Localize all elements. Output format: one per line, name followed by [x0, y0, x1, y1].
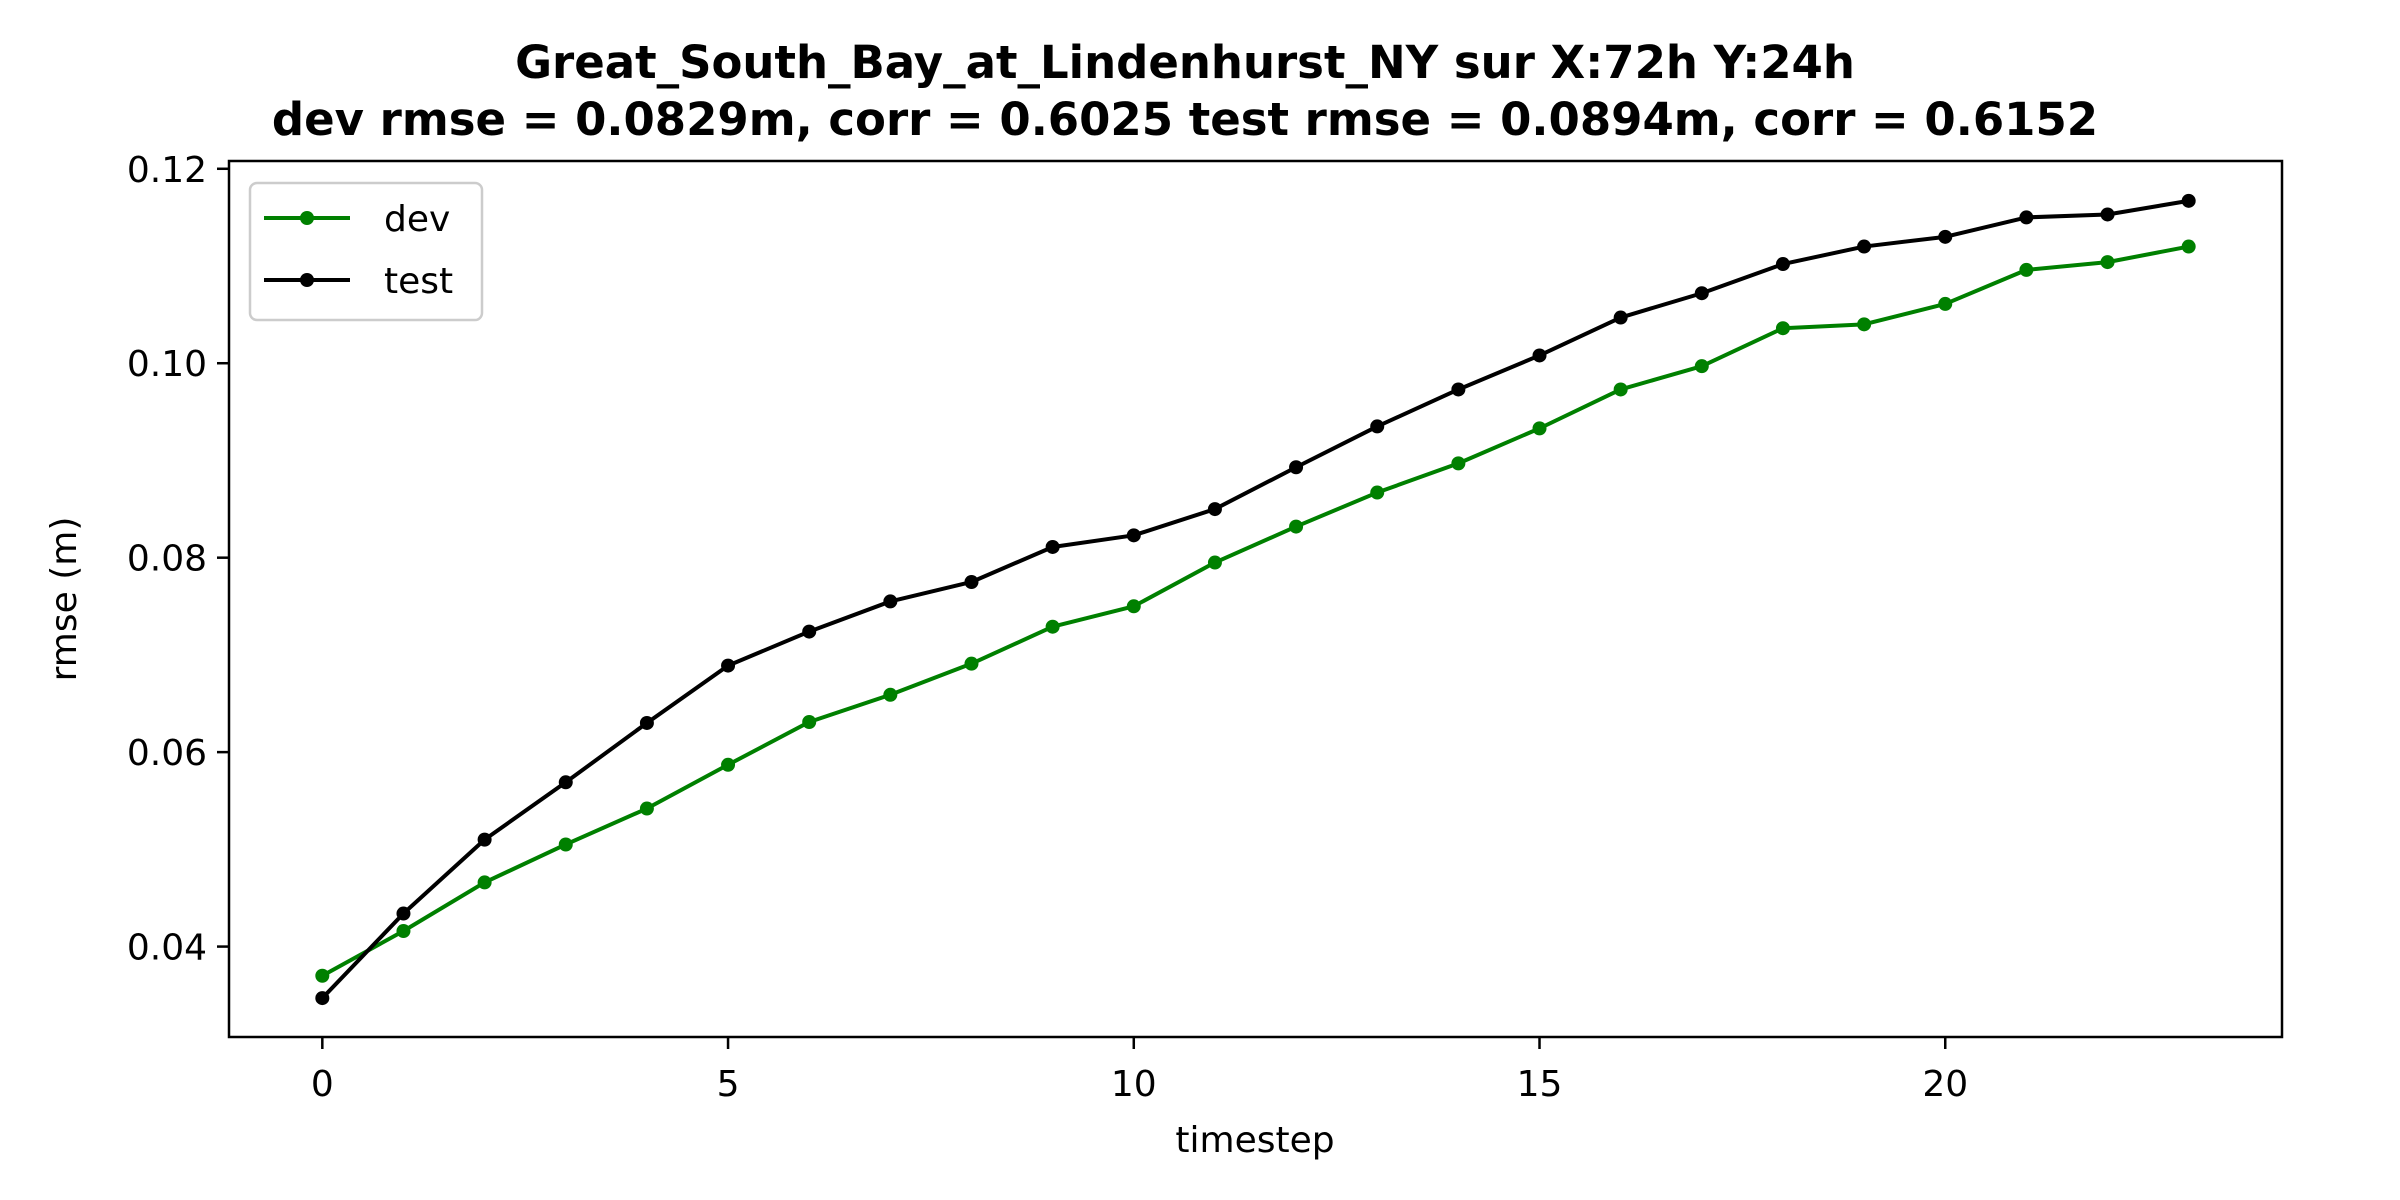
data-point-test-4 [639, 715, 654, 730]
data-point-dev-9 [1045, 619, 1060, 634]
x-tick-label: 0 [311, 1064, 334, 1105]
data-point-test-13 [1370, 419, 1385, 434]
legend: dev test [248, 181, 484, 322]
data-point-test-3 [558, 775, 573, 790]
data-point-test-16 [1613, 310, 1628, 325]
data-point-test-0 [315, 991, 330, 1006]
data-point-dev-1 [396, 924, 411, 939]
data-point-test-12 [1289, 460, 1304, 475]
y-tick-label: 0.10 [127, 344, 207, 385]
series-line-test [319, 198, 2191, 1001]
series-line-dev [319, 244, 2192, 979]
data-point-test-5 [721, 658, 736, 673]
data-point-test-19 [1857, 239, 1872, 254]
data-point-test-20 [1938, 229, 1953, 244]
data-point-dev-10 [1126, 599, 1141, 614]
data-point-dev-2 [477, 875, 492, 890]
data-point-dev-8 [964, 656, 979, 671]
x-tick-label: 10 [1111, 1064, 1157, 1105]
y-tick-label: 0.08 [127, 539, 207, 580]
data-point-test-1 [396, 906, 411, 921]
data-point-dev-18 [1775, 321, 1790, 336]
y-tick-label: 0.12 [127, 150, 207, 191]
y-tick-label: 0.04 [127, 928, 207, 969]
data-point-dev-14 [1451, 456, 1466, 471]
chart-subtitle: dev rmse = 0.0829m, corr = 0.6025 test r… [272, 93, 2098, 146]
legend-marker-dev [300, 211, 314, 225]
x-tick-label: 5 [717, 1064, 740, 1105]
data-point-dev-13 [1370, 485, 1385, 500]
data-point-dev-21 [2019, 262, 2034, 277]
data-point-test-21 [2019, 210, 2034, 225]
data-point-dev-11 [1207, 555, 1222, 570]
data-point-dev-12 [1289, 519, 1304, 534]
data-point-dev-0 [315, 968, 330, 983]
data-point-dev-23 [2181, 239, 2196, 254]
x-tick-label: 15 [1517, 1064, 1563, 1105]
data-point-dev-22 [2100, 255, 2115, 270]
data-point-test-7 [883, 594, 898, 609]
data-point-dev-5 [721, 757, 736, 772]
y-tick-label: 0.06 [127, 733, 207, 774]
data-point-test-2 [477, 832, 492, 847]
data-point-dev-20 [1938, 296, 1953, 311]
data-point-test-14 [1451, 382, 1466, 397]
x-tick-label: 20 [1922, 1064, 1968, 1105]
data-point-dev-19 [1857, 317, 1872, 332]
chart-title: Great_South_Bay_at_Lindenhurst_NY sur X:… [515, 36, 1855, 89]
legend-label-test: test [384, 261, 453, 302]
legend-marker-test [300, 273, 314, 287]
data-point-dev-4 [639, 801, 654, 816]
data-point-test-9 [1045, 539, 1060, 554]
data-point-test-8 [964, 574, 979, 589]
data-point-dev-17 [1694, 359, 1709, 374]
data-point-dev-15 [1532, 421, 1547, 436]
series-layer [315, 193, 2196, 1006]
data-point-test-17 [1694, 286, 1709, 301]
data-point-test-11 [1207, 502, 1222, 517]
data-point-test-22 [2100, 207, 2115, 222]
data-point-test-6 [802, 624, 817, 639]
data-point-test-15 [1532, 348, 1547, 363]
data-point-test-23 [2181, 193, 2196, 208]
x-axis-label: timestep [1175, 1120, 1334, 1161]
data-point-dev-3 [558, 837, 573, 852]
legend-label-dev: dev [384, 199, 450, 240]
tick-layer: 0 5 10 15 20 0.04 0.06 0.08 0.10 0.12 [127, 150, 1968, 1105]
data-point-test-10 [1126, 528, 1141, 543]
plot-frame [227, 159, 2284, 1039]
y-axis-label: rmse (m) [44, 517, 85, 682]
data-point-dev-6 [802, 714, 817, 729]
data-point-test-18 [1775, 257, 1790, 272]
data-point-dev-7 [883, 687, 898, 702]
data-point-dev-16 [1613, 382, 1628, 397]
